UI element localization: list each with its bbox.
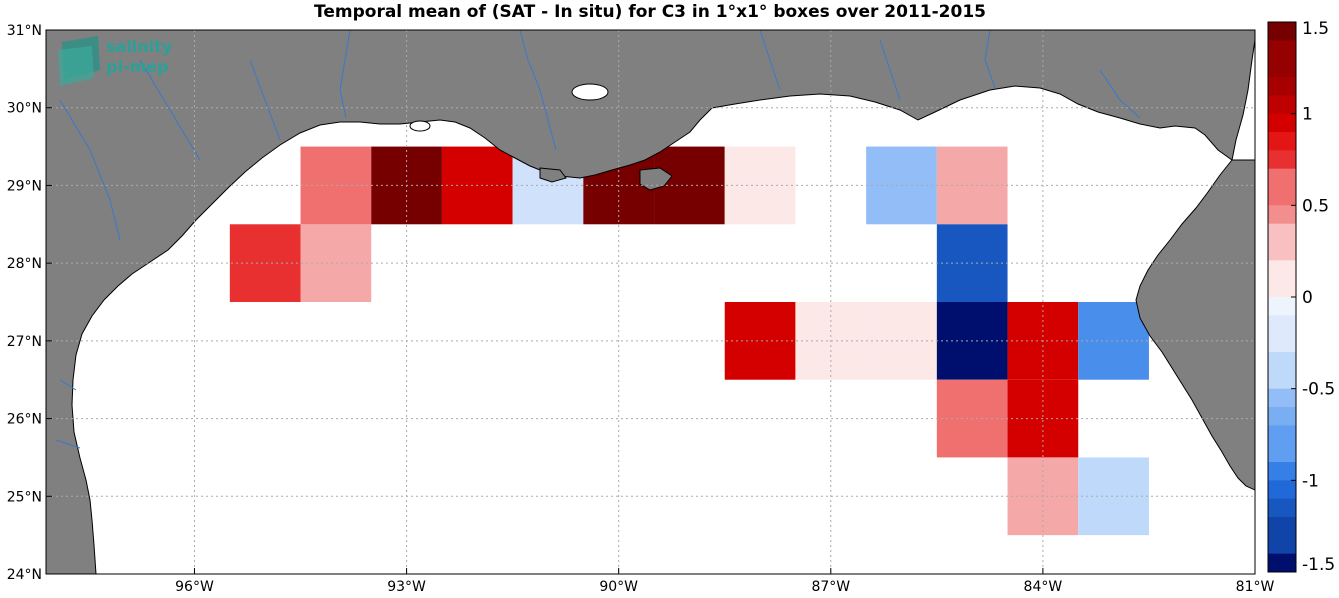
colorbar-segment [1268,498,1296,518]
colorbar-segment [1268,278,1296,298]
x-tick-label: 96°W [175,579,214,594]
x-tick-label: 81°W [1236,579,1275,594]
delta-island [639,167,673,191]
colorbar-segment [1268,205,1296,225]
colorbar-segment [1268,352,1296,371]
colorbar-segment [1268,425,1296,445]
colorbar-tick-label: 0.5 [1302,196,1329,216]
y-axis: 24°N 25°N 26°N 27°N 28°N 29°N 30°N 31°N [7,23,52,583]
colorbar-segment [1268,480,1296,500]
colorbar-tick-label: -0.5 [1302,380,1335,400]
colorbar-segment [1268,187,1296,206]
heatmap-cell [724,302,796,380]
logo-line1: salinity [106,37,173,56]
y-tick-label: 29°N [7,178,42,194]
y-tick-label: 25°N [7,489,42,505]
y-tick-label: 28°N [7,256,42,272]
heatmap-cell [229,224,301,302]
x-tick-label: 87°W [811,579,850,594]
colorbar-segment [1268,58,1296,78]
colorbar-segment [1268,407,1296,426]
chart-title: Temporal mean of (SAT - In situ) for C3 … [314,2,986,22]
map-area [46,30,1255,574]
colorbar-segment [1268,553,1296,573]
colorbar-segment [1268,297,1296,316]
colorbar-segment [1268,242,1296,261]
y-tick-label: 31°N [7,23,42,39]
colorbar-tick-label: 1.5 [1302,19,1329,39]
y-tick-label: 26°N [7,412,42,428]
colorbar-segment [1268,113,1296,133]
colorbar-segment [1268,260,1296,280]
colorbar-segment [1268,333,1296,353]
colorbar-segment [1268,443,1296,463]
colorbar-tick-label: -1.5 [1302,555,1335,575]
plot-border [45,29,1256,575]
y-tick-label: 24°N [7,567,42,583]
rivers [55,30,1141,449]
colorbar-segment [1268,132,1296,151]
lake-pontchartrain [571,83,609,101]
colorbar-tick-label: 1 [1302,105,1313,125]
land-florida [1135,159,1255,491]
salinity-pimep-logo: salinity pi-mep [58,36,173,86]
colorbar-segment [1268,388,1296,408]
colorbar-segment [1268,315,1296,335]
logo-mark-icon [58,46,94,86]
y-tick-label: 30°N [7,101,42,117]
colorbar-segment [1268,535,1296,555]
heatmap-cell [1078,457,1149,536]
logo-line2: pi-mep [106,57,169,76]
x-axis: 96°W 93°W 90°W 87°W 84°W 81°W [175,568,1275,595]
delta-island [539,167,567,183]
heatmap-cell [1078,302,1149,380]
colorbar-ticks: 1.5 1 0.5 0 -0.5 -1 -1.5 [1291,19,1335,575]
colorbar-segment [1268,77,1296,96]
x-tick-label: 90°W [599,579,638,594]
colorbar-segment [1268,40,1296,60]
colorbar-segment [1268,150,1296,170]
grid-lines [46,30,1255,574]
x-tick-label: 93°W [387,579,426,594]
colorbar-segment [1268,462,1296,481]
colorbar-tick-label: -1 [1302,471,1319,491]
lake [409,120,431,132]
colorbar-segment [1268,517,1296,536]
x-tick-label: 84°W [1024,579,1063,594]
heatmap-cell [724,146,796,225]
colorbar-segment [1268,370,1296,390]
colorbar [1268,22,1296,573]
y-tick-label: 27°N [7,334,42,350]
colorbar-segment [1268,223,1296,243]
colorbar-tick-label: 0 [1302,288,1313,308]
colorbar-segment [1268,168,1296,188]
colorbar-segment [1268,95,1296,115]
colorbar-segment [1268,22,1296,41]
